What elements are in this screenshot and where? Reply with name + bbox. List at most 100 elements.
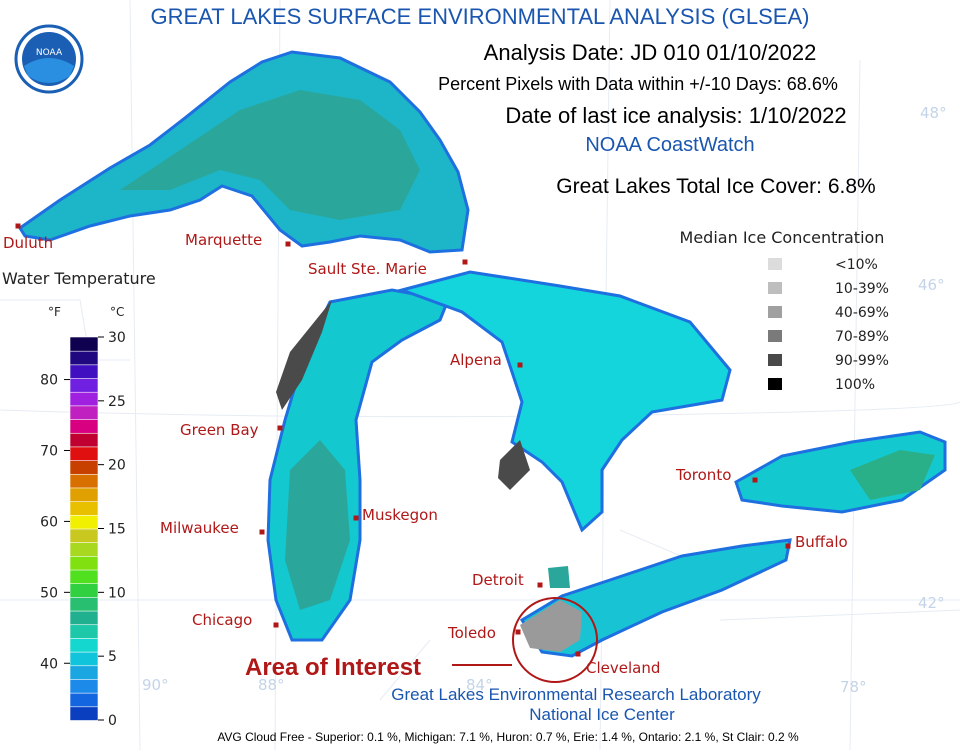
- lake-superior-teal: [120, 90, 420, 220]
- city-label: Marquette: [185, 231, 262, 249]
- temp-swatch: [69, 364, 99, 379]
- city-dot: [752, 477, 758, 483]
- ice-label: 10-39%: [835, 281, 889, 297]
- temp-swatch: [69, 514, 99, 530]
- city-label: Alpena: [450, 351, 502, 369]
- analysis-date: Analysis Date: JD 010 01/10/2022: [484, 40, 817, 65]
- graticule-label: 90°: [142, 676, 169, 694]
- city-label: Toledo: [447, 624, 496, 642]
- ice-legend: <10% 10-39% 40-69% 70-89% 90-99% 100%: [768, 257, 889, 393]
- annotation: Area of Interest: [245, 654, 421, 681]
- temp-swatch: [69, 623, 99, 639]
- total-ice: Great Lakes Total Ice Cover: 6.8%: [556, 175, 875, 198]
- temp-swatch: [69, 377, 99, 393]
- temp-swatch: [69, 569, 99, 585]
- temp-legend-title: Water Temperature: [2, 269, 156, 288]
- temp-swatch: [69, 350, 99, 366]
- lake-erie: [519, 538, 792, 658]
- city-dot: [785, 543, 791, 549]
- city-label: Toronto: [675, 466, 731, 484]
- f-tick-label: 60: [40, 514, 58, 530]
- saginaw-ice: [498, 440, 530, 490]
- graticule-label: 88°: [258, 676, 285, 694]
- ice-swatch: [768, 354, 782, 366]
- temp-swatch: [69, 637, 99, 653]
- temp-swatch: [69, 528, 99, 543]
- c-tick-label: 15: [108, 522, 126, 538]
- f-unit: °F: [48, 305, 61, 319]
- lake-erie-ice: [520, 600, 582, 652]
- title: GREAT LAKES SURFACE ENVIRONMENTAL ANALYS…: [151, 4, 810, 29]
- lake-ontario-green: [850, 450, 935, 500]
- temp-swatch: [69, 500, 99, 516]
- graticule-labels: 48° 46° 42° 90° 88° 84° 78°: [142, 104, 947, 696]
- f-tick-label: 40: [40, 656, 58, 672]
- ice-label: 70-89%: [835, 329, 889, 345]
- ice-swatch: [768, 306, 782, 318]
- green-bay-ice: [276, 300, 332, 410]
- ice-label: 90-99%: [835, 353, 889, 369]
- last-ice: Date of last ice analysis: 1/10/2022: [505, 103, 846, 128]
- temp-swatch: [69, 487, 99, 502]
- city-dot: [462, 259, 468, 265]
- city-dot: [537, 582, 543, 588]
- temp-swatch: [69, 405, 99, 420]
- temp-swatch: [69, 473, 99, 489]
- c-tick-label: 0: [108, 713, 117, 729]
- f-tick-label: 70: [40, 443, 58, 459]
- graticule-label: 42°: [918, 594, 945, 612]
- graticule-label: 78°: [840, 678, 867, 696]
- city-dot: [515, 629, 521, 635]
- ice-swatch: [768, 378, 782, 390]
- temp-swatch: [69, 459, 99, 475]
- lab: Great Lakes Environmental Research Labor…: [391, 685, 761, 704]
- city-label: Buffalo: [795, 533, 848, 551]
- temp-swatch: [69, 336, 99, 352]
- city-label: Milwaukee: [160, 519, 239, 537]
- temp-swatch: [69, 610, 99, 626]
- lake-st-clair: [548, 566, 570, 588]
- city-label: Chicago: [192, 611, 252, 629]
- c-tick-label: 20: [108, 458, 126, 474]
- city-label: Duluth: [3, 234, 53, 252]
- ice-label: 100%: [835, 377, 875, 393]
- c-tick-label: 5: [108, 649, 117, 665]
- ice-swatch: [768, 258, 782, 270]
- c-tick-label: 10: [108, 585, 126, 601]
- ice-label: <10%: [835, 257, 878, 273]
- temp-swatch: [69, 418, 99, 434]
- city-label: Cleveland: [586, 659, 660, 677]
- lakes: [17, 50, 947, 658]
- f-tick-label: 50: [40, 585, 58, 601]
- center: National Ice Center: [529, 705, 675, 724]
- city-dot: [259, 529, 265, 535]
- temp-swatch: [69, 555, 99, 571]
- ice-label: 40-69%: [835, 305, 889, 321]
- c-unit: °C: [110, 305, 124, 319]
- temp-swatch: [69, 664, 99, 680]
- graticule-label: 46°: [918, 276, 945, 294]
- lake-michigan-teal: [285, 440, 350, 610]
- temp-swatch: [69, 678, 99, 694]
- logo-text: NOAA: [36, 48, 63, 58]
- cities: Duluth Marquette Sault Ste. Marie Alpena Gre…: [3, 223, 848, 677]
- city-dot: [353, 515, 359, 521]
- temp-swatch: [69, 692, 99, 708]
- lake-huron: [397, 270, 732, 533]
- city-dot: [277, 425, 283, 431]
- temp-swatch: [69, 432, 99, 448]
- graticule-label: 48°: [920, 104, 947, 122]
- city-label: Detroit: [472, 571, 524, 589]
- area-of-interest: Area of Interest: [245, 597, 598, 683]
- cloud-free: AVG Cloud Free - Superior: 0.1 %, Michig…: [217, 730, 799, 744]
- temp-swatch: [69, 596, 99, 612]
- temp-swatch: [69, 541, 99, 557]
- ice-swatch: [768, 282, 782, 294]
- city-dot: [285, 241, 291, 247]
- city-label: Muskegon: [362, 506, 438, 524]
- city-dot: [517, 362, 523, 368]
- ice-swatch: [768, 330, 782, 342]
- city-dot: [273, 622, 279, 628]
